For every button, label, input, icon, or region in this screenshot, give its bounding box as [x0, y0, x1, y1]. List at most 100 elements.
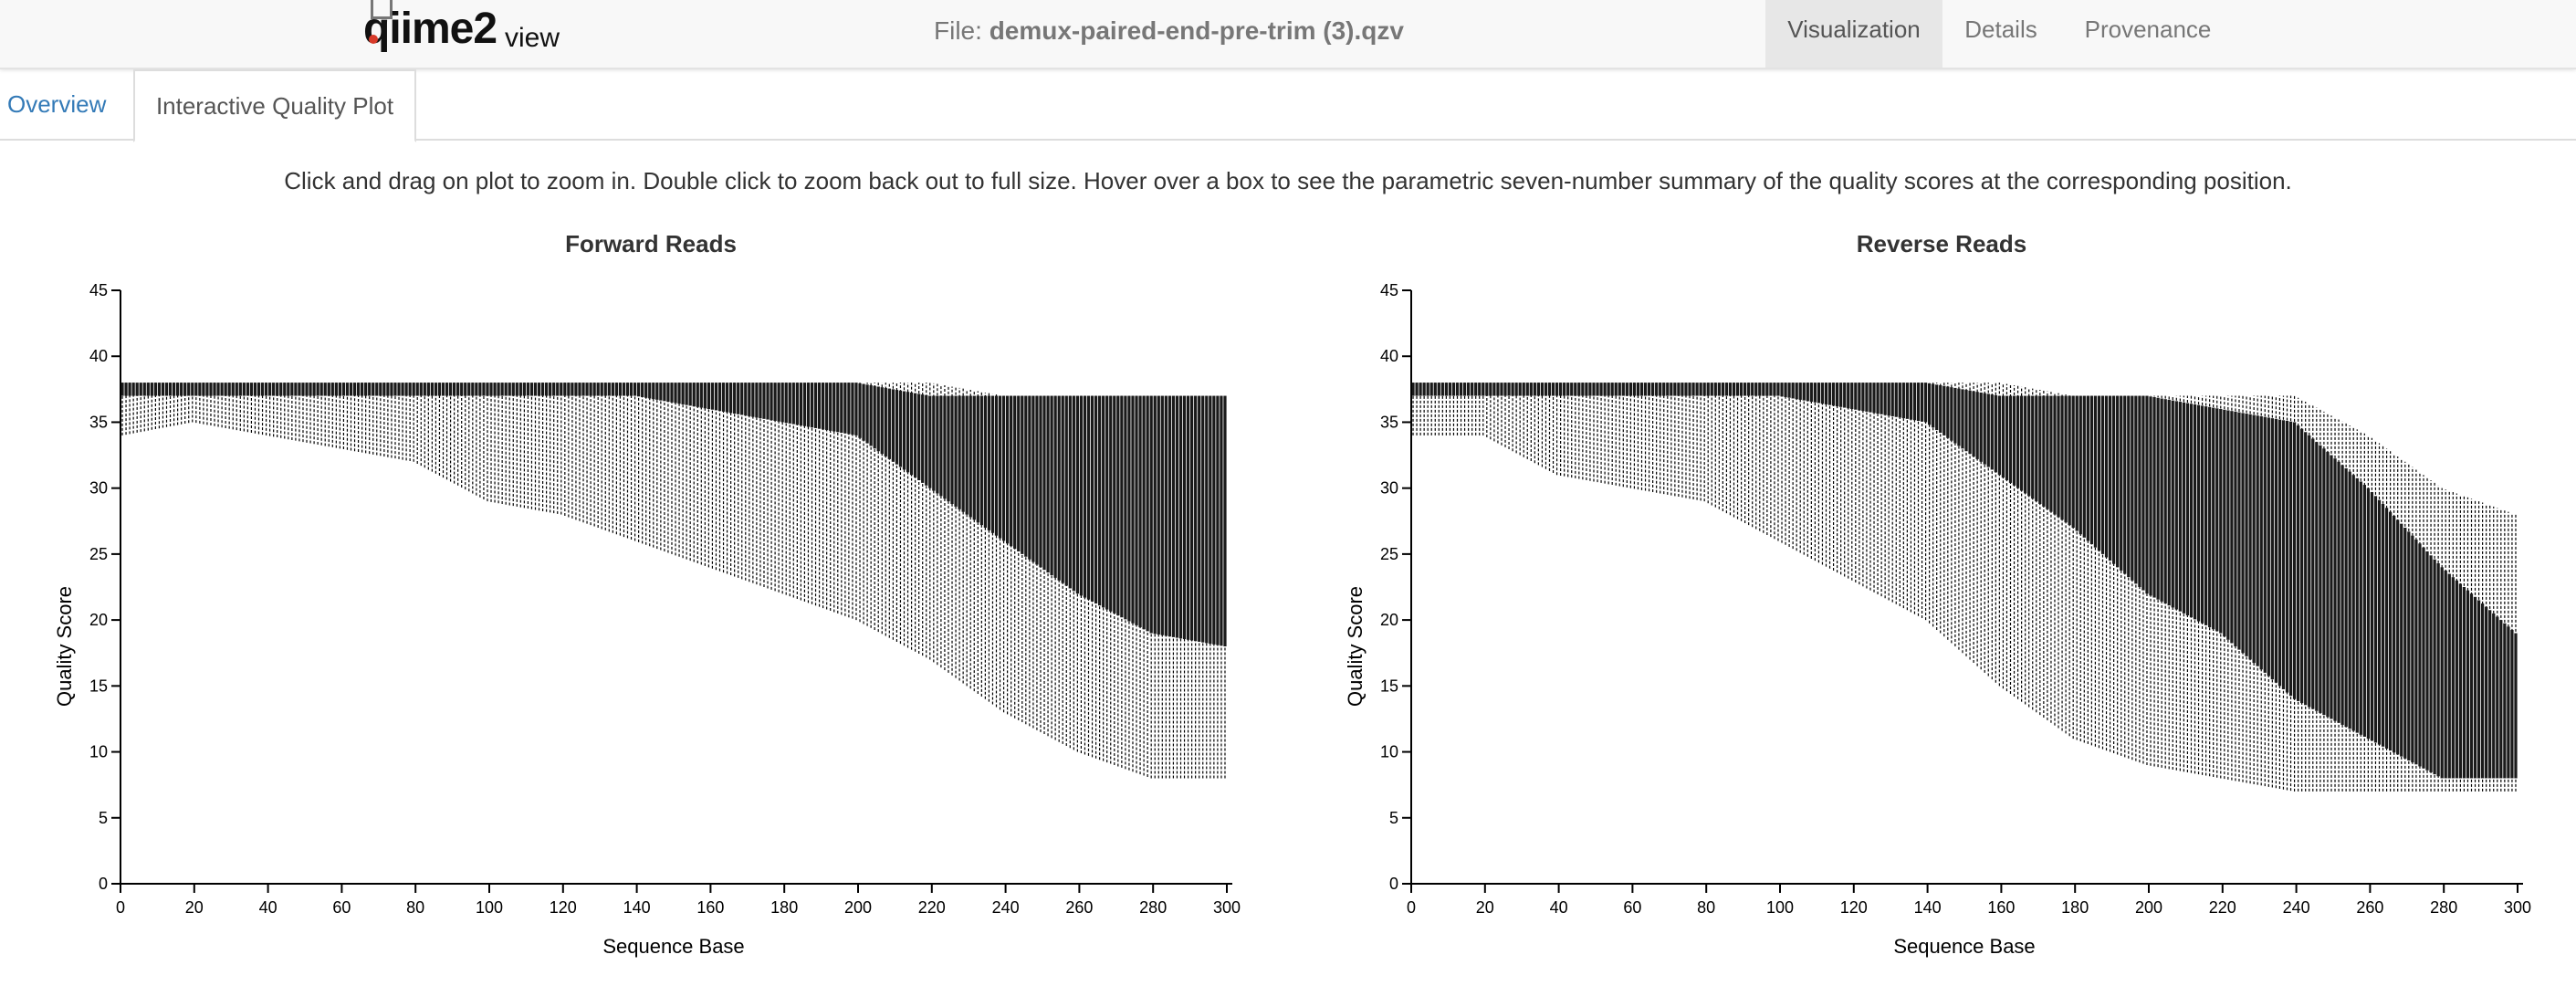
forward-x-tick-label: 40 — [259, 898, 277, 917]
forward-box — [795, 383, 799, 425]
reverse-box — [1964, 390, 1968, 452]
forward-box — [670, 383, 674, 403]
reverse-box — [2057, 395, 2060, 518]
reverse-box — [1433, 383, 1437, 396]
forward-box — [925, 394, 928, 486]
reverse-box — [1610, 383, 1614, 396]
reverse-box — [2281, 420, 2286, 689]
forward-box — [829, 383, 832, 431]
forward-reads-plot[interactable]: 0 20 40 60 80 100 120 140 160 180 200 220 240 260 280 3… — [46, 274, 1251, 968]
forward-box — [390, 383, 393, 396]
forward-box — [448, 383, 453, 396]
forward-box — [419, 383, 423, 396]
reverse-y-tick-label: 35 — [1380, 413, 1398, 431]
forward-box — [493, 383, 497, 396]
reverse-box — [1876, 383, 1880, 414]
reverse-box — [1540, 383, 1545, 396]
reverse-box — [2241, 413, 2245, 654]
forward-x-tick-label: 20 — [185, 898, 204, 917]
reverse-y-tick-label: 0 — [1389, 875, 1398, 893]
forward-box — [540, 383, 545, 396]
reverse-box — [1618, 383, 1621, 396]
tab-provenance[interactable]: Provenance — [2084, 16, 2212, 43]
forward-box — [1072, 395, 1075, 592]
forward-box — [478, 383, 482, 396]
reverse-box — [2123, 395, 2127, 574]
reverse-box — [2012, 395, 2016, 486]
reverse-box — [2152, 397, 2156, 598]
reverse-box — [2001, 395, 2005, 478]
reverse-box — [1850, 383, 1854, 409]
reverse-box — [1566, 383, 1570, 396]
forward-box — [1216, 395, 1220, 645]
reverse-box — [2377, 499, 2382, 745]
logo-text: qiime2 — [363, 5, 497, 53]
reverse-box — [1758, 383, 1762, 396]
reverse-box — [2086, 395, 2089, 541]
forward-box — [1079, 395, 1084, 596]
tab-interactive-quality-plot[interactable]: Interactive Quality Plot — [133, 69, 416, 142]
reverse-box — [1843, 383, 1847, 408]
forward-box — [1102, 395, 1105, 608]
reverse-box — [2469, 593, 2474, 779]
forward-box — [663, 383, 666, 402]
reverse-x-tick-label: 100 — [1766, 898, 1794, 917]
reverse-box — [2274, 418, 2278, 683]
forward-box — [729, 383, 733, 414]
forward-box — [648, 383, 652, 399]
forward-box — [917, 393, 921, 480]
forward-box — [180, 383, 183, 396]
reverse-box — [1916, 383, 1921, 421]
forward-box — [622, 383, 626, 396]
reverse-box — [1824, 383, 1828, 404]
reverse-box — [1802, 383, 1806, 401]
forward-box — [379, 383, 382, 396]
forward-box — [1135, 395, 1138, 625]
forward-box — [928, 395, 932, 488]
reverse-box — [1448, 383, 1452, 396]
forward-box — [979, 395, 983, 526]
qiime2-view-logo[interactable]: qiime2 view — [358, 0, 577, 64]
forward-box — [249, 383, 254, 396]
reverse-box — [1942, 385, 1946, 435]
reverse-box — [1932, 383, 1935, 428]
reverse-box — [1485, 383, 1489, 396]
forward-box — [802, 383, 807, 426]
reverse-reads-plot[interactable]: 0 20 40 60 80 100 120 140 160 180 200 220 240 260 280 3… — [1336, 274, 2541, 968]
reverse-box — [1831, 383, 1836, 406]
forward-box — [688, 383, 692, 406]
tab-overview[interactable]: Overview — [7, 90, 107, 118]
forward-box — [840, 383, 843, 433]
reverse-box — [2433, 559, 2436, 775]
reverse-box — [2355, 477, 2359, 733]
forward-box — [725, 383, 729, 413]
tab-details[interactable]: Details — [1964, 16, 2037, 43]
forward-box — [361, 383, 364, 396]
forward-box — [486, 383, 489, 396]
reverse-box — [1592, 383, 1596, 396]
forward-box — [460, 383, 464, 396]
forward-box — [552, 383, 556, 396]
reverse-box — [2138, 395, 2141, 587]
reverse-box — [1762, 383, 1765, 396]
reverse-x-tick-label: 220 — [2209, 898, 2236, 917]
forward-box — [423, 383, 426, 396]
reverse-box — [2270, 418, 2274, 680]
reverse-box — [2008, 395, 2013, 483]
forward-box — [434, 383, 438, 396]
logo-mark-icon — [371, 0, 393, 19]
reverse-box — [1920, 383, 1924, 422]
tab-visualization[interactable]: Visualization — [1765, 0, 1942, 68]
reverse-box — [1621, 383, 1625, 396]
reverse-box — [1950, 387, 1953, 441]
forward-box — [858, 383, 862, 438]
reverse-box — [1426, 383, 1429, 396]
reverse-box — [1717, 383, 1721, 396]
reverse-box — [2348, 471, 2351, 729]
forward-box — [748, 383, 751, 416]
forward-box — [191, 383, 194, 396]
forward-box — [921, 394, 925, 483]
reverse-box — [2097, 395, 2101, 551]
reverse-box — [2473, 596, 2477, 779]
forward-box — [898, 390, 903, 467]
